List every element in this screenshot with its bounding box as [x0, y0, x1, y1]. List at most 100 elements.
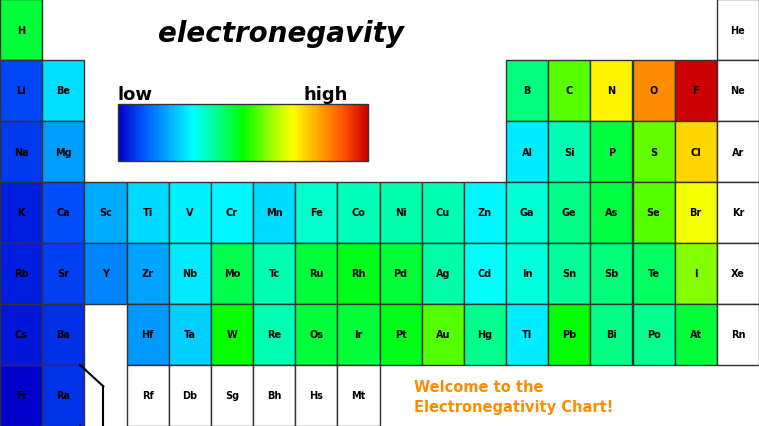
Text: H: H — [17, 26, 25, 35]
Text: Bi: Bi — [606, 330, 617, 340]
Text: Te: Te — [647, 269, 660, 279]
Bar — [338, 105, 340, 161]
Bar — [253, 304, 295, 365]
Text: high: high — [304, 85, 348, 104]
Bar — [316, 105, 317, 161]
Bar — [307, 105, 308, 161]
Bar — [168, 183, 211, 243]
Bar — [716, 304, 759, 365]
Bar — [362, 105, 364, 161]
Bar — [268, 105, 269, 161]
Text: Rh: Rh — [351, 269, 366, 279]
Bar — [255, 105, 257, 161]
Bar — [213, 105, 215, 161]
Bar — [231, 105, 232, 161]
Bar — [317, 105, 319, 161]
Bar — [293, 105, 294, 161]
Text: P: P — [608, 147, 615, 157]
Text: Sg: Sg — [225, 391, 239, 400]
Bar — [348, 105, 350, 161]
Text: V: V — [186, 208, 194, 218]
Text: Mt: Mt — [351, 391, 366, 400]
Text: As: As — [605, 208, 618, 218]
Bar — [355, 105, 357, 161]
Bar — [345, 105, 348, 161]
Text: Fr: Fr — [16, 391, 27, 400]
Text: Au: Au — [436, 330, 450, 340]
Bar — [164, 105, 165, 161]
Bar — [228, 105, 230, 161]
Bar — [422, 304, 464, 365]
Bar — [548, 243, 591, 304]
Bar — [345, 105, 346, 161]
Bar — [506, 304, 548, 365]
Bar — [282, 105, 283, 161]
Bar — [675, 243, 716, 304]
Bar — [216, 105, 217, 161]
Bar — [675, 122, 716, 183]
Text: Mg: Mg — [55, 147, 71, 157]
Bar — [43, 122, 84, 183]
Text: Db: Db — [182, 391, 197, 400]
Bar — [303, 105, 305, 161]
Text: Ge: Ge — [562, 208, 577, 218]
Bar — [276, 105, 277, 161]
Bar — [341, 105, 342, 161]
Bar — [127, 243, 168, 304]
Bar — [259, 105, 261, 161]
Bar — [127, 365, 168, 426]
Bar — [323, 105, 325, 161]
Bar — [197, 105, 198, 161]
Bar — [239, 105, 241, 161]
Text: Ar: Ar — [732, 147, 744, 157]
Bar — [337, 243, 380, 304]
Bar — [231, 105, 233, 161]
Bar — [191, 105, 192, 161]
Bar — [291, 105, 292, 161]
Bar — [244, 105, 246, 161]
Bar — [506, 61, 548, 122]
Bar — [234, 105, 236, 161]
Text: Li: Li — [16, 86, 26, 96]
Bar — [314, 105, 316, 161]
Text: At: At — [690, 330, 702, 340]
Bar — [211, 243, 253, 304]
Bar — [591, 243, 632, 304]
Bar — [548, 61, 591, 122]
Bar — [140, 105, 142, 161]
Bar — [506, 183, 548, 243]
Text: Zn: Zn — [478, 208, 492, 218]
Bar — [380, 304, 422, 365]
Text: Sr: Sr — [57, 269, 69, 279]
Bar — [284, 105, 286, 161]
Bar — [220, 105, 222, 161]
Bar — [310, 105, 312, 161]
Bar — [364, 105, 366, 161]
Bar — [334, 105, 336, 161]
Bar — [367, 105, 369, 161]
Text: Rn: Rn — [731, 330, 745, 340]
Bar — [170, 105, 172, 161]
Bar — [274, 105, 276, 161]
Bar — [295, 365, 337, 426]
Bar — [247, 105, 248, 161]
Bar — [245, 105, 247, 161]
Bar — [193, 105, 194, 161]
Bar — [166, 105, 168, 161]
Bar — [206, 105, 208, 161]
Bar — [309, 105, 311, 161]
Bar — [187, 105, 190, 161]
Bar — [150, 105, 152, 161]
Bar — [162, 105, 165, 161]
Bar — [211, 304, 253, 365]
Bar — [301, 105, 302, 161]
Bar — [253, 183, 295, 243]
Text: B: B — [524, 86, 531, 96]
Bar — [169, 105, 171, 161]
Bar — [332, 105, 333, 161]
Text: Be: Be — [56, 86, 71, 96]
Bar — [295, 183, 337, 243]
Bar — [43, 304, 84, 365]
Bar — [272, 105, 273, 161]
Bar — [139, 105, 140, 161]
